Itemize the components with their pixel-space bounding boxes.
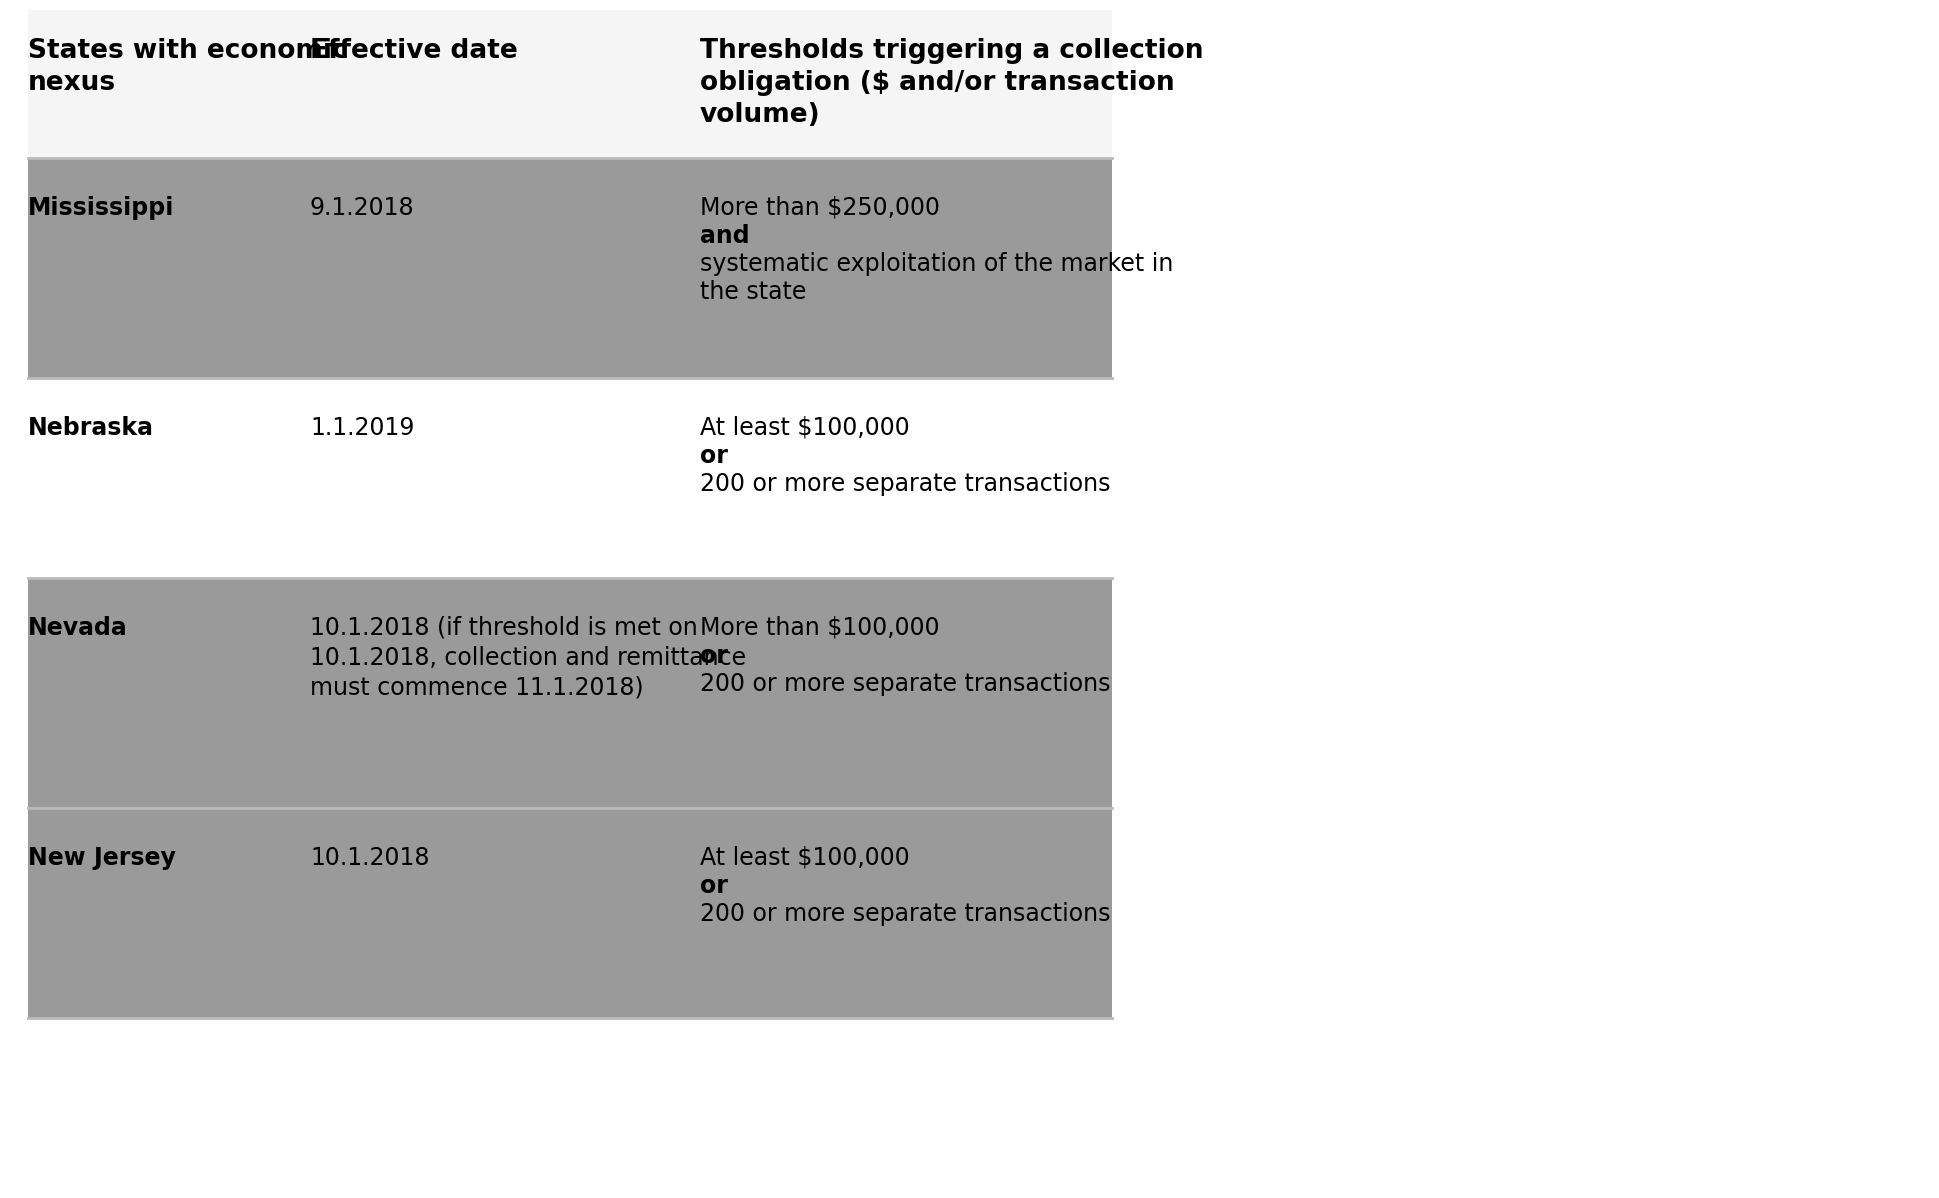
Text: and: and [700,224,748,248]
Text: More than $250,000: More than $250,000 [700,196,940,220]
Text: or: or [700,444,727,468]
Text: Mississippi: Mississippi [27,196,175,220]
Text: 200 or more separate transactions: 200 or more separate transactions [700,472,1109,496]
Text: 1.1.2019: 1.1.2019 [310,416,415,440]
Bar [27,10,1111,158]
Text: the state: the state [700,280,807,304]
Text: States with economic
nexus: States with economic nexus [27,38,347,96]
Text: New Jersey: New Jersey [27,846,176,870]
Text: systematic exploitation of the market in: systematic exploitation of the market in [700,252,1173,276]
Text: 10.1.2018 (if threshold is met on
10.1.2018, collection and remittance
must comm: 10.1.2018 (if threshold is met on 10.1.2… [310,616,747,700]
Text: 200 or more separate transactions: 200 or more separate transactions [700,672,1109,696]
Text: Effective date: Effective date [310,38,518,63]
Bar [27,807,1111,1018]
Bar [27,379,1111,577]
Text: Thresholds triggering a collection
obligation ($ and/or transaction
volume): Thresholds triggering a collection oblig… [700,38,1202,128]
Text: Nevada: Nevada [27,616,128,640]
Bar [27,577,1111,807]
Text: More than $100,000: More than $100,000 [700,616,938,640]
Text: or: or [700,875,727,898]
Text: 10.1.2018: 10.1.2018 [310,846,429,870]
Text: Nebraska: Nebraska [27,416,153,440]
Text: or: or [700,645,727,668]
Bar [27,158,1111,379]
Text: 9.1.2018: 9.1.2018 [310,196,415,220]
Text: 200 or more separate transactions: 200 or more separate transactions [700,902,1109,926]
Text: At least $100,000: At least $100,000 [700,416,909,440]
Text: At least $100,000: At least $100,000 [700,846,909,870]
